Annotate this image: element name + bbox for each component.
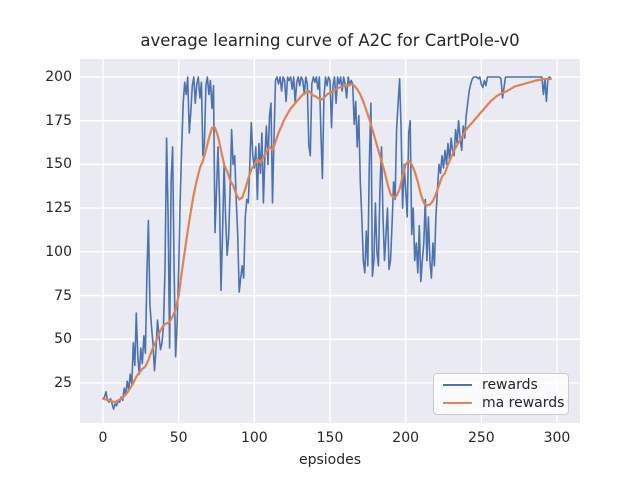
y-tick-label: 125 bbox=[45, 200, 72, 217]
y-tick-label: 200 bbox=[45, 69, 72, 85]
x-tick-label: 100 bbox=[240, 430, 268, 446]
x-tick-label: 0 bbox=[98, 430, 108, 446]
y-tick-label: 175 bbox=[45, 112, 72, 129]
x-tick-label: 200 bbox=[392, 430, 420, 446]
x-tick-label: 50 bbox=[169, 430, 188, 446]
y-tick-label: 75 bbox=[54, 287, 72, 304]
legend-item-ma-rewards: ma rewards bbox=[443, 394, 565, 411]
x-tick-label: 250 bbox=[467, 430, 495, 446]
data-lines bbox=[101, 76, 553, 411]
x-tick-label: 150 bbox=[316, 430, 344, 446]
legend-label-ma-rewards: ma rewards bbox=[482, 394, 565, 411]
chart-title: average learning curve of A2C for CartPo… bbox=[140, 31, 520, 50]
x-axis-label: epsiodes bbox=[298, 452, 362, 468]
rewards-line-swatch bbox=[443, 383, 472, 387]
y-tick-label: 50 bbox=[54, 331, 72, 348]
legend: rewards ma rewards bbox=[433, 373, 569, 415]
ma-rewards-line bbox=[101, 77, 553, 404]
x-tick-label: 300 bbox=[543, 430, 571, 446]
ma-rewards-line-swatch bbox=[443, 401, 472, 405]
y-tick-label: 100 bbox=[45, 243, 72, 260]
y-tick-label: 25 bbox=[54, 374, 72, 391]
legend-label-rewards: rewards bbox=[482, 377, 538, 394]
legend-item-rewards: rewards bbox=[443, 377, 562, 394]
y-tick-label: 150 bbox=[45, 156, 72, 173]
grid-lines bbox=[80, 59, 580, 423]
